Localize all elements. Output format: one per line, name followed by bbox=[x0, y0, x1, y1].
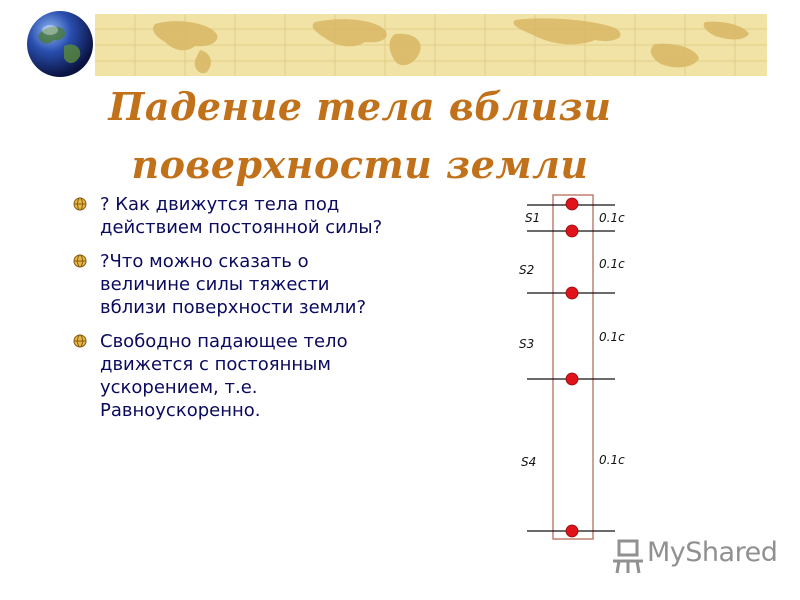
title-line-1: Падение тела вблизи bbox=[108, 84, 612, 129]
ball-position bbox=[565, 524, 579, 538]
globe-bullet-icon bbox=[73, 334, 87, 348]
world-map-banner bbox=[95, 14, 767, 76]
myshared-logo-icon bbox=[613, 539, 643, 574]
bullet-text: ?Что можно сказать о величине силы тяжес… bbox=[100, 251, 367, 318]
slide-title: Падение тела вблизи поверхности земли bbox=[60, 78, 660, 194]
segment-label: S2 bbox=[519, 263, 534, 277]
time-label: 0.1c bbox=[599, 211, 625, 225]
list-item: ? Как движутся тела под действием постоя… bbox=[70, 193, 400, 239]
bullet-text: ? Как движутся тела под действием постоя… bbox=[100, 194, 383, 238]
segment-label: S1 bbox=[525, 211, 540, 225]
segment-label: S3 bbox=[519, 337, 534, 351]
time-label: 0.1c bbox=[599, 257, 625, 271]
free-fall-diagram: S1 S2 S3 S4 0.1c 0.1c 0.1c 0.1c bbox=[519, 194, 625, 540]
watermark-text: MyShared bbox=[647, 537, 778, 568]
title-line-2: поверхности земли bbox=[131, 142, 589, 187]
globe-bullet-icon bbox=[73, 254, 87, 268]
ball-position bbox=[565, 224, 579, 238]
ball-position bbox=[565, 286, 579, 300]
ball-position bbox=[565, 197, 579, 211]
ball-position bbox=[565, 372, 579, 386]
fall-tube bbox=[552, 194, 594, 540]
segment-label: S4 bbox=[521, 455, 536, 469]
globe-icon bbox=[27, 11, 93, 77]
globe-bullet-icon bbox=[73, 197, 87, 211]
time-label: 0.1c bbox=[599, 453, 625, 467]
bullet-list: ? Как движутся тела под действием постоя… bbox=[70, 193, 400, 433]
list-item: ?Что можно сказать о величине силы тяжес… bbox=[70, 250, 400, 319]
list-item: Свободно падающее тело движется с постоя… bbox=[70, 330, 400, 422]
time-label: 0.1c bbox=[599, 330, 625, 344]
bullet-text: Свободно падающее тело движется с постоя… bbox=[100, 331, 348, 421]
